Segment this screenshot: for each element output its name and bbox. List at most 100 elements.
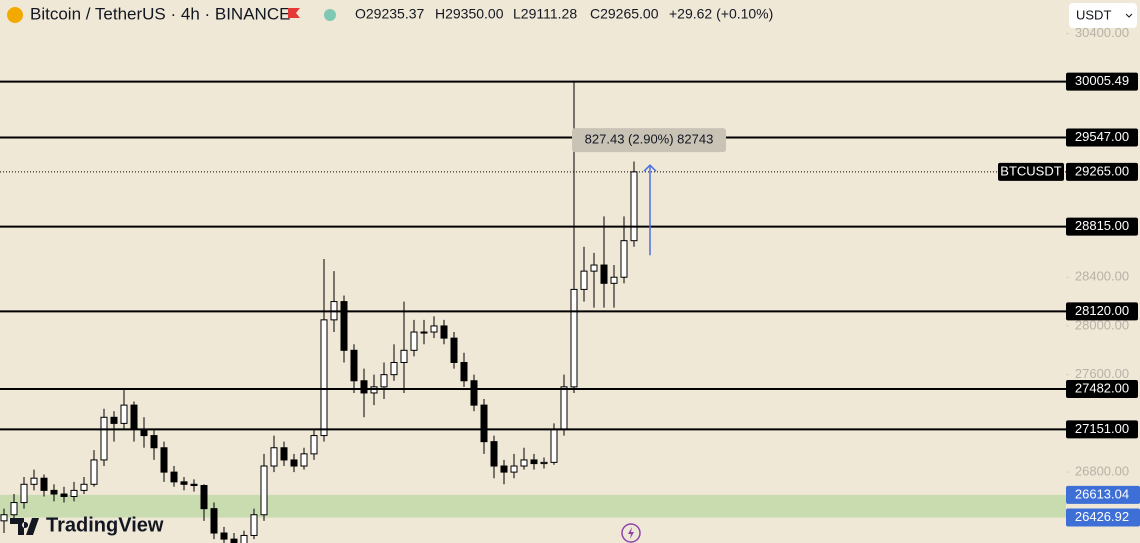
candle-body bbox=[340, 301, 348, 351]
candle-body bbox=[100, 416, 108, 461]
level-label: 30005.49 bbox=[1075, 73, 1129, 88]
price-tag bbox=[1066, 162, 1138, 181]
candle-body bbox=[390, 361, 398, 376]
symbol-title: Bitcoin / TetherUS · 4h · BINANCE bbox=[30, 4, 290, 23]
candle-body bbox=[60, 493, 68, 497]
level-tag bbox=[1066, 72, 1138, 91]
zone-tag bbox=[1066, 485, 1140, 504]
candle-body bbox=[520, 459, 528, 467]
candle-body bbox=[20, 483, 28, 504]
candle-body bbox=[260, 465, 268, 516]
candle-body bbox=[300, 453, 308, 467]
event-bolt bbox=[628, 527, 634, 539]
y-tick-label: 30400.00 bbox=[1075, 25, 1129, 40]
plot: 30400.00 28400.00 28000.00 27600.00 26800.00… bbox=[0, 25, 1140, 543]
candle-body bbox=[10, 502, 18, 516]
candle-body bbox=[140, 428, 148, 437]
measure-label: 827.43 (2.90%) 82743 bbox=[585, 132, 714, 147]
candle-body bbox=[530, 459, 538, 465]
zone-label: 26426.92 bbox=[1075, 509, 1129, 524]
candle-body bbox=[40, 477, 48, 491]
y-tick-label: 27600.00 bbox=[1075, 366, 1129, 381]
candle-body bbox=[0, 514, 8, 522]
candle-body bbox=[630, 171, 638, 242]
candle-body bbox=[150, 435, 158, 449]
candle-body bbox=[380, 374, 388, 388]
candle-body bbox=[220, 532, 228, 540]
candle-body bbox=[620, 240, 628, 278]
candle-body bbox=[130, 404, 138, 430]
y-tick-label: 28400.00 bbox=[1075, 269, 1129, 284]
status-dot bbox=[324, 9, 336, 21]
candle-body bbox=[50, 489, 58, 495]
level-label: 27151.00 bbox=[1075, 421, 1129, 436]
measure-arrowhead bbox=[643, 164, 657, 172]
level-tag bbox=[1066, 302, 1138, 321]
candle-body bbox=[570, 288, 578, 388]
candle-body bbox=[250, 514, 258, 536]
currency-label[interactable]: USDT bbox=[1076, 7, 1111, 22]
measure-box bbox=[572, 128, 726, 153]
zone-tag bbox=[1066, 508, 1140, 527]
candle-body bbox=[580, 270, 588, 290]
level-tag bbox=[1066, 217, 1138, 236]
candle-body bbox=[480, 404, 488, 443]
candle-body bbox=[270, 447, 278, 467]
level-tag bbox=[1066, 380, 1138, 399]
candle-body bbox=[280, 447, 288, 461]
header: Bitcoin / TetherUS · 4h · BINANCE O29235… bbox=[7, 3, 1137, 28]
y-tick-label: 26800.00 bbox=[1075, 464, 1129, 479]
candle-body bbox=[210, 508, 218, 534]
price-name: BTCUSDT bbox=[1000, 163, 1061, 178]
candle-body bbox=[240, 534, 248, 543]
candle-body bbox=[440, 325, 448, 339]
flag[interactable] bbox=[288, 8, 300, 18]
candle-body bbox=[70, 489, 78, 497]
candle-body bbox=[110, 416, 118, 424]
zone-label: 26613.04 bbox=[1075, 486, 1129, 501]
candle-body bbox=[470, 380, 478, 406]
candle-body bbox=[30, 477, 38, 485]
brand-name: TradingView bbox=[46, 514, 164, 536]
level-label: 29547.00 bbox=[1075, 129, 1129, 144]
dropdown-caret[interactable] bbox=[1125, 13, 1133, 18]
candle-body bbox=[200, 485, 208, 510]
level-tag bbox=[1066, 128, 1138, 147]
level-tag bbox=[1066, 420, 1138, 439]
candle-body bbox=[310, 435, 318, 455]
logo: TradingView bbox=[10, 514, 164, 536]
candle-body bbox=[460, 361, 468, 382]
candle-body bbox=[610, 276, 618, 284]
y-tick-label: 28000.00 bbox=[1075, 317, 1129, 332]
candle-body bbox=[80, 483, 88, 491]
candle-body bbox=[590, 264, 598, 272]
coin-icon bbox=[7, 7, 23, 23]
candle-body bbox=[500, 465, 508, 473]
currency-select[interactable] bbox=[1069, 3, 1137, 28]
candle-body bbox=[410, 331, 418, 351]
candle-body bbox=[160, 447, 168, 473]
ohlc-low: L29111.28 bbox=[513, 6, 577, 22]
ohlc-close: C29265.00 bbox=[590, 6, 659, 22]
candle-body bbox=[230, 538, 238, 543]
candle-body bbox=[490, 441, 498, 467]
candle-body bbox=[430, 325, 438, 333]
event-icon[interactable] bbox=[621, 523, 641, 543]
candle-body bbox=[180, 481, 188, 485]
candle-body bbox=[420, 331, 428, 334]
candle-body bbox=[120, 404, 128, 424]
candle-body bbox=[510, 465, 518, 473]
candle-body bbox=[320, 319, 328, 437]
ohlc-change: +29.62 (+0.10%) bbox=[669, 6, 773, 22]
candle-body bbox=[350, 349, 358, 382]
candle-body bbox=[450, 337, 458, 363]
candle-body bbox=[550, 428, 558, 463]
candle-body bbox=[400, 349, 408, 363]
candle-body bbox=[600, 264, 608, 284]
candle-body bbox=[190, 483, 198, 487]
level-label: 28120.00 bbox=[1075, 303, 1129, 318]
ohlc-high: H29350.00 bbox=[435, 6, 504, 22]
